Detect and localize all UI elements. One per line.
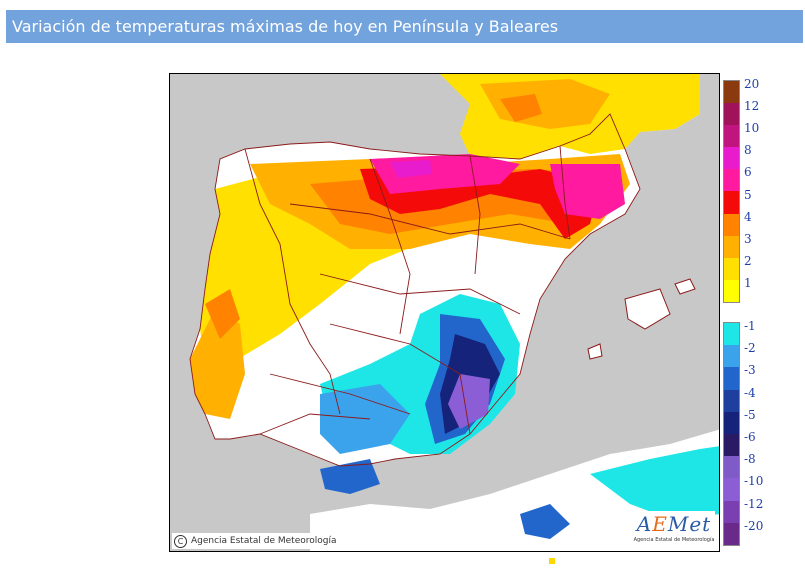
legend-label: 3 xyxy=(744,231,752,246)
ibiza-island xyxy=(587,343,603,360)
legend-swatch xyxy=(724,125,739,148)
legend-label: 6 xyxy=(744,165,752,180)
aemet-logo: AEMet Agencia Estatal de Meteorología xyxy=(633,511,715,549)
legend-label: 12 xyxy=(744,99,760,114)
legend-label: 20 xyxy=(744,77,760,91)
legend-swatch xyxy=(724,191,739,214)
legend-swatch xyxy=(724,103,739,126)
legend-label: 10 xyxy=(744,121,760,136)
aemet-wordmark: AEMet xyxy=(636,512,712,536)
north-africa-cold-core xyxy=(520,504,570,539)
legend-swatch xyxy=(724,279,739,302)
gibraltar-cold xyxy=(320,459,380,494)
legend-label: -4 xyxy=(744,385,756,400)
legend-swatch xyxy=(724,500,739,523)
legend-swatch xyxy=(724,169,739,192)
legend-label: -20 xyxy=(744,518,764,533)
region-borders xyxy=(189,113,641,467)
map-canvas xyxy=(170,74,719,551)
portugal-hot xyxy=(205,289,240,339)
legend-label: -8 xyxy=(744,452,756,467)
aemet-logo-subtitle: Agencia Estatal de Meteorología xyxy=(633,537,715,543)
legend-swatch xyxy=(724,323,739,346)
legend-label: 8 xyxy=(744,143,752,158)
catalonia-hot-core xyxy=(550,164,625,219)
legend-label: 2 xyxy=(744,253,752,268)
mallorca-island xyxy=(624,288,671,330)
legend-swatch xyxy=(724,411,739,434)
legend-swatch xyxy=(724,213,739,236)
france-hot-spot xyxy=(500,94,542,122)
legend-swatch xyxy=(724,257,739,280)
credit-label: C Agencia Estatal de Meteorología xyxy=(172,533,340,549)
legend-swatch xyxy=(724,345,739,368)
legend-swatch xyxy=(724,389,739,412)
legend-label: 1 xyxy=(744,275,752,290)
portugal-warm xyxy=(190,309,245,419)
temperature-variation-map: C Agencia Estatal de Meteorología AEMet … xyxy=(169,73,720,552)
location-marker xyxy=(549,558,555,564)
legend-label: -1 xyxy=(744,319,756,333)
copyright-icon: C xyxy=(174,534,187,548)
legend-swatch xyxy=(724,456,739,479)
legend-swatch xyxy=(724,433,739,457)
legend-label: 4 xyxy=(744,209,752,224)
legend-label: -12 xyxy=(744,496,764,511)
legend-swatch xyxy=(724,367,739,390)
legend-swatch xyxy=(724,235,739,258)
legend-label: -10 xyxy=(744,474,764,489)
legend-label: -6 xyxy=(744,430,756,444)
legend-bar-positive xyxy=(723,80,740,303)
legend-label: 5 xyxy=(744,187,752,202)
legend-swatch xyxy=(724,81,739,104)
north-africa-land xyxy=(310,429,719,551)
legend-label: -2 xyxy=(744,341,756,356)
southeast-coldest xyxy=(448,374,490,429)
ebro-peak xyxy=(390,160,432,178)
legend-swatch xyxy=(724,478,739,501)
north-africa-cold-area xyxy=(590,446,719,519)
page-title: Variación de temperaturas máximas de hoy… xyxy=(6,10,803,43)
legend-label: -3 xyxy=(744,363,756,378)
legend-swatch xyxy=(724,522,739,545)
legend-bar-negative xyxy=(723,322,740,546)
credit-text: Agencia Estatal de Meteorología xyxy=(191,536,337,546)
menorca-island xyxy=(674,278,696,295)
legend-label: -5 xyxy=(744,407,756,422)
legend-swatch xyxy=(724,147,739,170)
